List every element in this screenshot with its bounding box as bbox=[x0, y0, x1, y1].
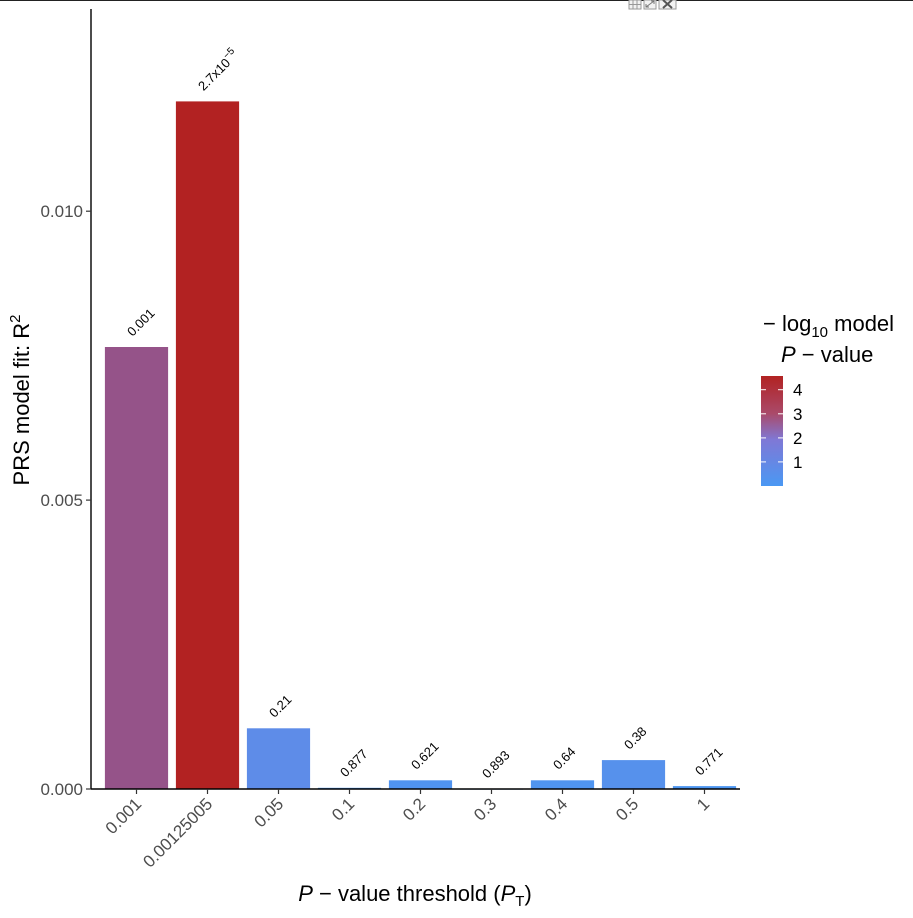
bar-p-label: 0.771 bbox=[692, 745, 726, 779]
legend-colorbar bbox=[761, 376, 783, 486]
bar-p-label: 0.001 bbox=[124, 306, 158, 340]
window-top-border bbox=[0, 0, 913, 1]
bar-0.5 bbox=[601, 760, 666, 789]
legend: − log10 model P − value 1 2 3 4 bbox=[761, 311, 894, 486]
x-tick-label: 0.5 bbox=[612, 794, 642, 824]
bar-0.05 bbox=[246, 728, 311, 789]
axes-layer bbox=[90, 9, 740, 790]
y-tick-label: 0.010 bbox=[40, 202, 83, 221]
bar-p-label: 0.877 bbox=[337, 746, 371, 780]
x-tick-label: 0.00125005 bbox=[139, 794, 216, 871]
x-tick-label: 1 bbox=[693, 794, 713, 814]
window-controls bbox=[628, 0, 677, 10]
y-ticks-layer: 0.000 0.005 0.010 bbox=[40, 202, 91, 799]
bar-0.00125005 bbox=[175, 101, 240, 789]
y-tick-label: 0.000 bbox=[40, 780, 83, 799]
grid-icon[interactable] bbox=[628, 0, 642, 10]
bar-p-label: 0.64 bbox=[550, 744, 579, 773]
legend-title-line2: P − value bbox=[781, 342, 873, 367]
x-axis-title: P − value threshold (PT) bbox=[298, 881, 532, 910]
y-axis-title: PRS model fit: R2 bbox=[7, 315, 34, 486]
close-icon[interactable] bbox=[658, 0, 677, 10]
legend-ticks: 1 2 3 4 bbox=[761, 381, 802, 472]
x-tick-label: 0.05 bbox=[250, 794, 287, 831]
x-tick-label: 0.4 bbox=[541, 794, 571, 824]
x-tick-label: 0.3 bbox=[470, 794, 500, 824]
bar-p-label: 0.21 bbox=[266, 692, 295, 721]
bar-1 bbox=[672, 786, 737, 789]
bar-0.4 bbox=[530, 780, 595, 789]
y-tick-label: 0.005 bbox=[40, 491, 83, 510]
bar-p-label: 2.7x10−5 bbox=[194, 46, 242, 94]
bar-0.2 bbox=[388, 780, 453, 789]
x-tick-label: 0.1 bbox=[328, 794, 358, 824]
legend-tick-label: 4 bbox=[793, 381, 802, 400]
bar-p-label: 0.38 bbox=[621, 724, 650, 753]
bars-layer bbox=[104, 101, 737, 790]
legend-tick-label: 1 bbox=[793, 453, 802, 472]
expand-icon[interactable] bbox=[643, 0, 657, 10]
legend-tick-label: 2 bbox=[793, 429, 802, 448]
bar-p-label: 0.621 bbox=[408, 739, 442, 773]
x-tick-label: 0.2 bbox=[399, 794, 429, 824]
bar-0.001 bbox=[104, 347, 169, 789]
x-tick-label: 0.001 bbox=[102, 794, 146, 838]
legend-tick-label: 3 bbox=[793, 405, 802, 424]
legend-title-line1: − log10 model bbox=[763, 311, 894, 341]
bar-p-label: 0.893 bbox=[479, 748, 513, 782]
